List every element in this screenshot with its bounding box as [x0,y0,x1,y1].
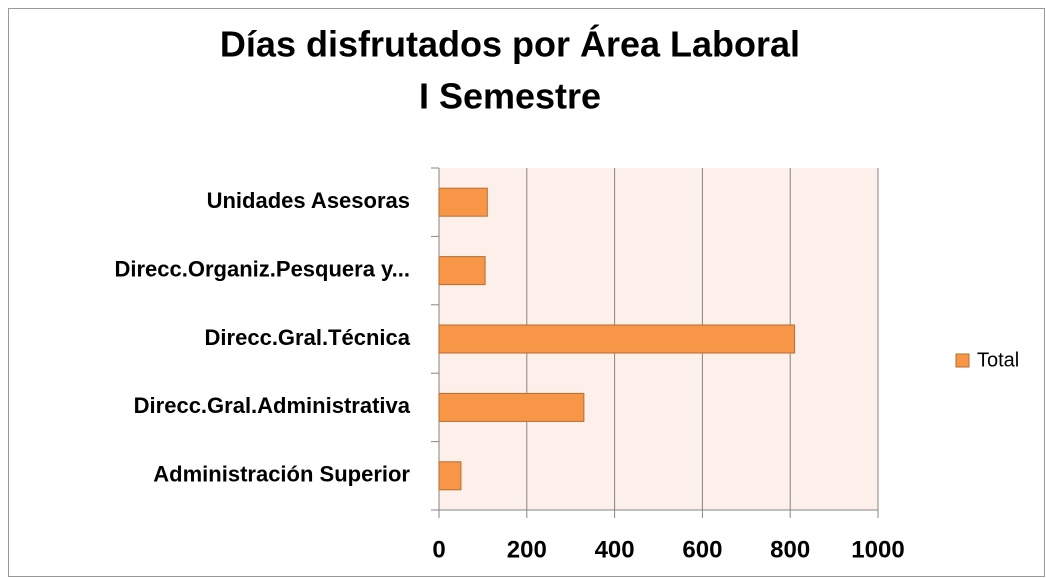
bar [438,461,462,491]
bar [438,392,585,422]
bar [438,187,488,217]
x-tick-label: 0 [432,536,445,563]
bar [438,324,796,354]
x-tick-label: 600 [682,536,722,563]
legend-label: Total [977,349,1019,371]
x-tick-label: 200 [507,536,547,563]
y-tick-label: Direcc.Organiz.Pesquera y... [115,256,411,281]
x-tick-label: 400 [595,536,635,563]
chart-subtitle: I Semestre [419,76,601,117]
y-tick-label: Direcc.Gral.Técnica [205,325,411,350]
y-tick-label: Administración Superior [153,462,410,487]
y-tick-label: Direcc.Gral.Administrativa [134,393,411,418]
chart-title: Días disfrutados por Área Laboral [220,24,800,65]
legend-swatch [955,353,970,368]
bar [438,256,486,286]
x-tick-label: 800 [770,536,810,563]
x-tick-label: 1000 [851,536,904,563]
y-tick-label: Unidades Asesoras [207,188,410,213]
